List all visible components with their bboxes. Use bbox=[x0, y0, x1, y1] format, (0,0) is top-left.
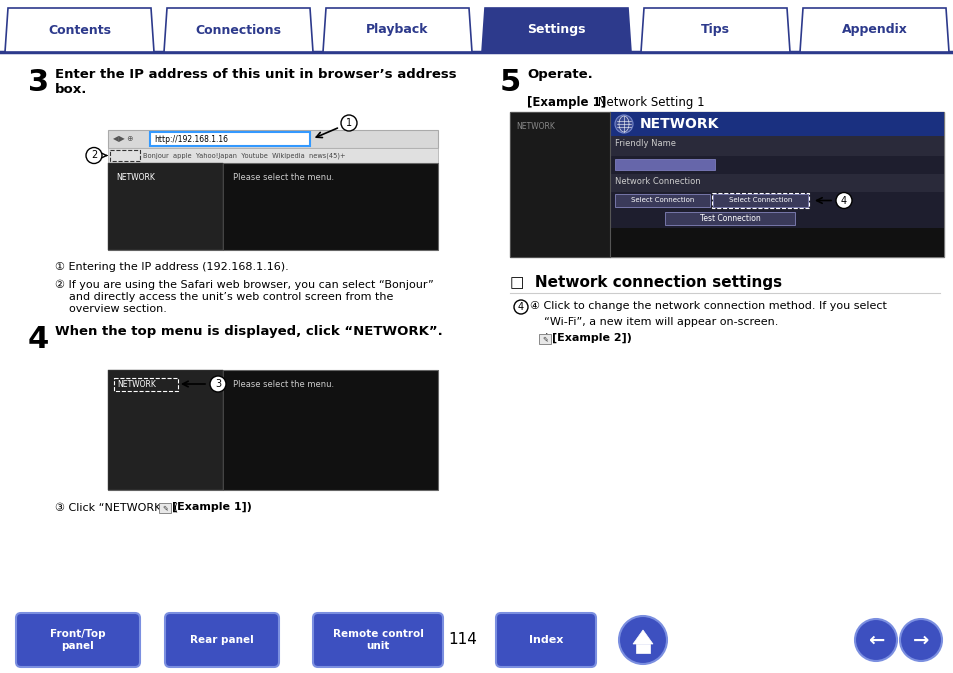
Bar bbox=[510, 112, 609, 257]
Text: Select Connection: Select Connection bbox=[728, 197, 791, 203]
Bar bbox=[609, 174, 943, 192]
Text: Rear panel: Rear panel bbox=[190, 635, 253, 645]
Text: Front/Top
panel: Front/Top panel bbox=[51, 629, 106, 651]
Text: ① Entering the IP address (192.168.1.16).: ① Entering the IP address (192.168.1.16)… bbox=[55, 262, 289, 272]
Bar bbox=[615, 159, 714, 170]
Text: 5: 5 bbox=[499, 68, 520, 97]
Text: →: → bbox=[912, 631, 928, 649]
Text: Index: Index bbox=[528, 635, 562, 645]
Text: 3: 3 bbox=[214, 379, 221, 389]
Circle shape bbox=[514, 300, 527, 314]
Bar bbox=[711, 193, 808, 208]
Bar bbox=[609, 156, 943, 174]
Circle shape bbox=[615, 115, 633, 133]
Polygon shape bbox=[164, 8, 313, 52]
Text: Remote control
unit: Remote control unit bbox=[333, 629, 423, 651]
Text: [Example 1]): [Example 1]) bbox=[172, 502, 252, 512]
Text: 2: 2 bbox=[91, 151, 97, 160]
Bar bbox=[615, 194, 709, 207]
Text: Tips: Tips bbox=[700, 24, 729, 36]
Text: 1: 1 bbox=[346, 118, 352, 128]
Text: “Wi-Fi”, a new item will appear on-screen.: “Wi-Fi”, a new item will appear on-scree… bbox=[530, 317, 778, 327]
Text: [Example 2]): [Example 2]) bbox=[552, 333, 631, 343]
Bar bbox=[108, 163, 437, 250]
Text: NETWORK: NETWORK bbox=[516, 122, 555, 131]
Text: Network Connection: Network Connection bbox=[615, 177, 700, 186]
Text: Playback: Playback bbox=[366, 24, 428, 36]
Text: Contents: Contents bbox=[48, 24, 111, 36]
Text: ✎: ✎ bbox=[541, 336, 547, 342]
Bar bbox=[609, 210, 943, 228]
Text: ✎: ✎ bbox=[162, 505, 168, 511]
FancyBboxPatch shape bbox=[496, 613, 596, 667]
Circle shape bbox=[86, 147, 102, 164]
Bar bbox=[712, 194, 807, 207]
FancyBboxPatch shape bbox=[165, 613, 278, 667]
Text: Test Connection: Test Connection bbox=[699, 214, 760, 223]
FancyBboxPatch shape bbox=[313, 613, 442, 667]
Text: ③ Click “NETWORK”. (: ③ Click “NETWORK”. ( bbox=[55, 502, 178, 512]
Text: □  Network connection settings: □ Network connection settings bbox=[510, 275, 781, 290]
Bar bbox=[150, 132, 310, 146]
Text: When the top menu is displayed, click “NETWORK”.: When the top menu is displayed, click “N… bbox=[55, 325, 442, 338]
Circle shape bbox=[854, 619, 896, 661]
Polygon shape bbox=[481, 8, 630, 52]
Polygon shape bbox=[5, 8, 153, 52]
Text: Network Setting 1: Network Setting 1 bbox=[594, 96, 704, 109]
Text: 4: 4 bbox=[28, 325, 50, 354]
Circle shape bbox=[835, 192, 851, 209]
Polygon shape bbox=[800, 8, 948, 52]
Text: Operate.: Operate. bbox=[526, 68, 592, 81]
Circle shape bbox=[899, 619, 941, 661]
Bar bbox=[108, 370, 437, 490]
Bar bbox=[159, 503, 171, 513]
Text: NETWORK: NETWORK bbox=[117, 380, 155, 389]
Bar bbox=[108, 163, 223, 250]
Text: Friendly Name: Friendly Name bbox=[615, 139, 676, 148]
Text: 114: 114 bbox=[448, 633, 476, 647]
Text: ◀▶ ⊕: ◀▶ ⊕ bbox=[112, 135, 133, 143]
Text: ② If you are using the Safari web browser, you can select “Bonjour”
    and dire: ② If you are using the Safari web browse… bbox=[55, 280, 434, 314]
Bar bbox=[609, 192, 943, 210]
Text: Appendix: Appendix bbox=[841, 24, 906, 36]
Bar bbox=[113, 378, 178, 391]
Circle shape bbox=[618, 616, 666, 664]
Text: Please select the menu.: Please select the menu. bbox=[233, 173, 334, 182]
Bar bbox=[108, 370, 223, 490]
Text: Select Connection: Select Connection bbox=[630, 197, 694, 203]
Text: Enter the IP address of this unit in browser’s address
box.: Enter the IP address of this unit in bro… bbox=[55, 68, 456, 96]
Bar bbox=[110, 150, 140, 161]
Bar bbox=[664, 212, 794, 225]
FancyBboxPatch shape bbox=[16, 613, 140, 667]
Text: Bonjour  apple  Yahoo!Japan  Youtube  Wikipedia  news(45)+: Bonjour apple Yahoo!Japan Youtube Wikipe… bbox=[143, 152, 345, 159]
Circle shape bbox=[210, 376, 226, 392]
Circle shape bbox=[340, 115, 356, 131]
Text: [Example 1]: [Example 1] bbox=[526, 96, 605, 109]
Bar bbox=[108, 130, 437, 148]
Text: 4: 4 bbox=[517, 302, 523, 312]
Bar bbox=[108, 148, 437, 163]
Text: http://192.168.1.16: http://192.168.1.16 bbox=[153, 135, 228, 143]
Polygon shape bbox=[323, 8, 472, 52]
Text: (: ( bbox=[530, 333, 548, 343]
Text: 3: 3 bbox=[28, 68, 49, 97]
Polygon shape bbox=[640, 8, 789, 52]
Text: NETWORK: NETWORK bbox=[116, 173, 154, 182]
Bar bbox=[609, 112, 943, 136]
Bar bbox=[609, 228, 943, 257]
Text: 4: 4 bbox=[840, 195, 846, 205]
Text: NETWORK: NETWORK bbox=[639, 117, 719, 131]
Text: Connections: Connections bbox=[195, 24, 281, 36]
Bar bbox=[510, 112, 943, 257]
Text: ←: ← bbox=[867, 631, 883, 649]
Text: ④ Click to change the network connection method. If you select: ④ Click to change the network connection… bbox=[530, 301, 886, 311]
Bar bbox=[538, 334, 551, 344]
Text: Please select the menu.: Please select the menu. bbox=[233, 380, 334, 389]
Bar bbox=[609, 136, 943, 156]
Polygon shape bbox=[633, 630, 652, 644]
Polygon shape bbox=[636, 644, 649, 653]
Text: Settings: Settings bbox=[527, 24, 585, 36]
